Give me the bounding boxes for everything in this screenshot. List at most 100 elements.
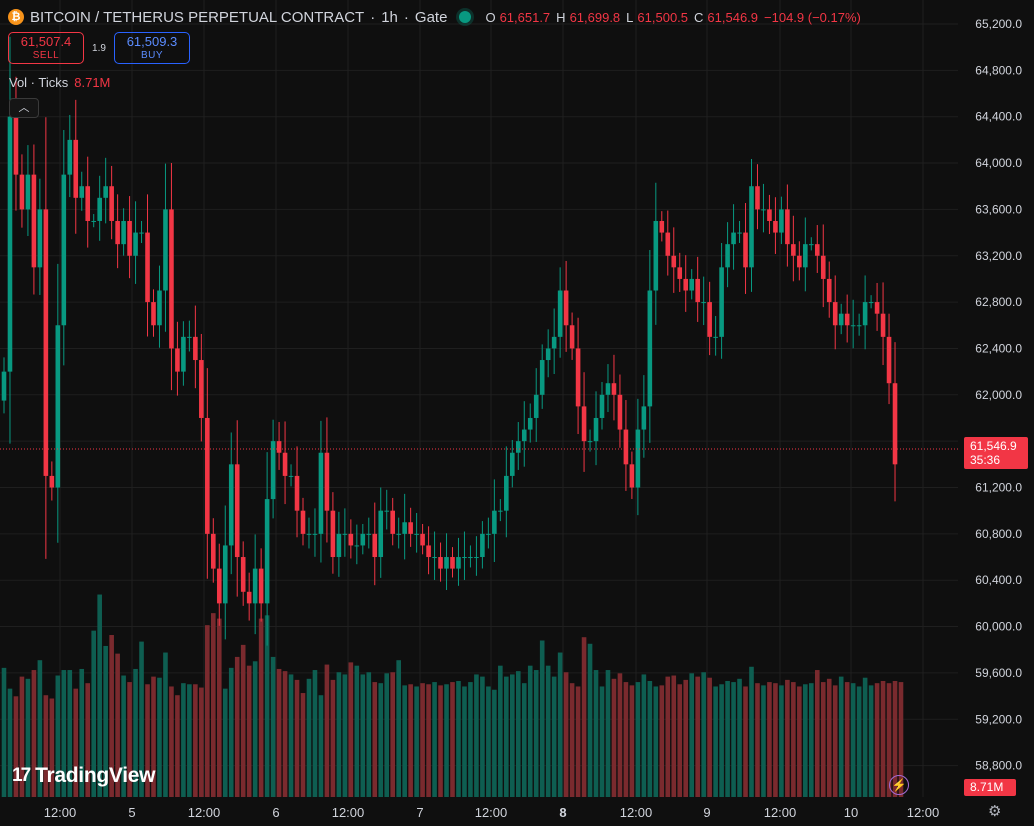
- volume-bar: [181, 683, 186, 797]
- candle-body: [408, 522, 413, 534]
- last-price-label: 61,546.9 35:36: [964, 437, 1028, 469]
- volume-bar: [222, 688, 228, 797]
- candle-body: [892, 383, 898, 465]
- volume-bar: [569, 683, 575, 797]
- volume-bar: [151, 676, 156, 797]
- candle-body: [486, 533, 491, 535]
- candle-body: [611, 383, 617, 395]
- candle-body: [886, 336, 892, 384]
- volume-bar: [199, 687, 204, 797]
- volume-bars: [1, 594, 904, 797]
- change-value: −104.9 (−0.17%): [764, 9, 861, 25]
- x-tick-label: 12:00: [44, 805, 77, 820]
- candle-body: [1, 371, 7, 401]
- y-tick-label: 63,200.0: [975, 249, 1022, 263]
- volume-bar: [432, 682, 437, 797]
- candle-body: [360, 533, 366, 546]
- candle-body: [480, 533, 485, 558]
- tradingview-logo[interactable]: 17 TradingView: [12, 764, 155, 788]
- volume-bar: [725, 680, 730, 797]
- volume-bar: [486, 686, 491, 797]
- volume-bar: [366, 672, 372, 797]
- volume-bar: [79, 668, 85, 797]
- candle-body: [779, 209, 784, 233]
- volume-bar: [19, 676, 25, 797]
- volume-bar: [677, 684, 683, 797]
- volume-bar: [492, 689, 497, 797]
- volume-bar: [205, 625, 210, 797]
- candle-body: [444, 557, 449, 569]
- gear-icon[interactable]: ⚙: [988, 803, 1002, 820]
- volume-bar: [234, 656, 240, 797]
- x-tick-label: 12:00: [620, 805, 653, 820]
- candle-body: [97, 197, 102, 221]
- volume-bar: [707, 677, 712, 797]
- candle-body: [420, 533, 425, 546]
- market-status-icon[interactable]: [459, 11, 472, 23]
- volume-bar: [49, 698, 55, 797]
- volume-bar: [527, 665, 533, 797]
- candle-body: [85, 186, 91, 221]
- candle-body: [659, 220, 665, 233]
- y-tick-label: 59,600.0: [975, 666, 1022, 680]
- volume-bar: [246, 665, 252, 797]
- volume-bar: [462, 686, 467, 797]
- candle-body: [826, 278, 832, 303]
- volume-bar: [629, 685, 635, 797]
- volume-bar: [623, 682, 629, 797]
- volume-bar: [761, 685, 766, 797]
- volume-bar: [43, 695, 49, 797]
- x-tick-label: 10: [844, 805, 858, 820]
- candle-body: [127, 220, 132, 256]
- candle-body: [809, 244, 814, 246]
- candle-body: [880, 313, 886, 337]
- volume-bar: [288, 674, 294, 797]
- candle-body: [791, 244, 796, 256]
- candles: [1, 36, 898, 646]
- candle-body: [551, 336, 557, 349]
- volume-bar: [187, 684, 192, 797]
- candle-body: [725, 244, 730, 268]
- volume-bar: [276, 668, 282, 797]
- symbol-title[interactable]: BITCOIN / TETHERUS PERPETUAL CONTRACT: [30, 8, 365, 26]
- volume-bar: [533, 670, 539, 797]
- candle-body: [282, 452, 288, 476]
- candle-body: [803, 244, 808, 268]
- interval-label[interactable]: 1h: [381, 8, 398, 26]
- candle-body: [814, 244, 820, 256]
- candle-body: [498, 510, 503, 512]
- candle-body: [856, 325, 862, 327]
- candle-body: [874, 302, 880, 314]
- sell-button[interactable]: 61,507.4 SELL: [8, 32, 84, 64]
- y-tick-label: 65,200.0: [975, 17, 1022, 31]
- volume-bar: [767, 682, 772, 797]
- open-value: 61,651.7: [499, 9, 551, 25]
- axes: 65,200.0 64,800.0 64,400.0 64,000.0 63,600.0…: [0, 17, 1022, 820]
- candle-body: [587, 441, 593, 443]
- y-tick-label: 61,200.0: [975, 481, 1022, 495]
- volume-legend[interactable]: Vol · Ticks 8.71M: [9, 75, 110, 90]
- candle-body: [426, 545, 431, 558]
- y-tick-label: 62,800.0: [975, 295, 1022, 309]
- volume-bar: [832, 685, 838, 797]
- bar-countdown: 35:36: [970, 453, 1001, 467]
- y-tick-label: 59,200.0: [975, 712, 1022, 726]
- last-volume-label: 8.71M: [964, 779, 1016, 796]
- candle-body: [19, 174, 25, 210]
- volume-bar: [826, 678, 832, 797]
- candle-body: [288, 475, 294, 477]
- volume-bar: [175, 695, 180, 797]
- candle-body: [216, 568, 222, 604]
- volume-bar: [97, 594, 102, 797]
- candle-body: [396, 533, 401, 535]
- candle-body: [121, 220, 126, 245]
- chevron-up-icon[interactable]: ︿: [9, 98, 39, 118]
- buy-button[interactable]: 61,509.3 BUY: [114, 32, 190, 64]
- candle-body: [37, 209, 43, 268]
- volume-bar: [474, 674, 479, 797]
- lightning-icon[interactable]: ⚡: [889, 775, 909, 795]
- volume-bar: [653, 686, 659, 797]
- candle-body: [234, 464, 240, 558]
- volume-bar: [342, 674, 348, 797]
